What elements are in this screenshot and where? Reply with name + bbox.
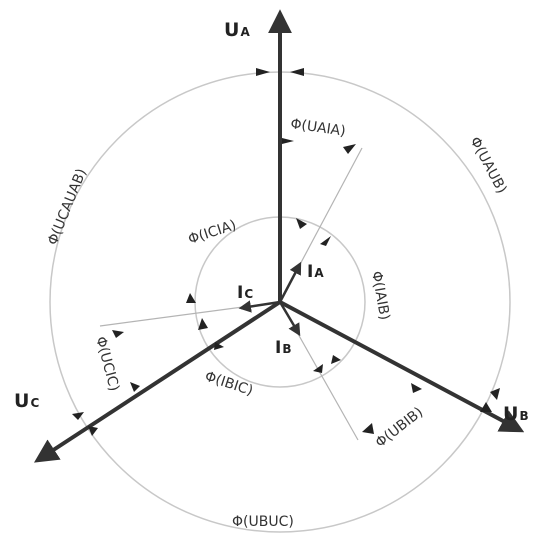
ub-vector (279, 300, 525, 433)
angle-ia-ib-label: Φ(IAIB) (368, 270, 392, 321)
ia-vector (278, 261, 302, 303)
ib-vector (278, 301, 301, 337)
angle-ib-ic-label: Φ(IBIC) (203, 369, 255, 400)
ib-label: IB (275, 338, 291, 358)
ic-label: IC (237, 283, 253, 303)
uc-label: UC (14, 390, 39, 412)
angle-ub-ib-label: Φ(UBIB) (373, 404, 427, 451)
uc-vector (33, 300, 282, 463)
ia-label: IA (307, 262, 324, 282)
ua-label: UA (224, 19, 250, 41)
ub-label: UB (503, 403, 529, 425)
angle-ub-uc-label: Φ(UBUC) (232, 514, 294, 530)
angle-ua-ia-label: Φ(UAIA) (289, 116, 346, 140)
angle-ua-ub-label: Φ(UAUB) (466, 134, 509, 196)
angle-ticks (72, 68, 500, 436)
angle-ic-ia-label: Φ(ICIA) (186, 217, 238, 248)
angle-uca-uab-label: Φ(UCAUAB) (45, 166, 90, 247)
ic-vector (238, 300, 281, 313)
angle-uc-ic-label: Φ(UCIC) (92, 335, 122, 393)
